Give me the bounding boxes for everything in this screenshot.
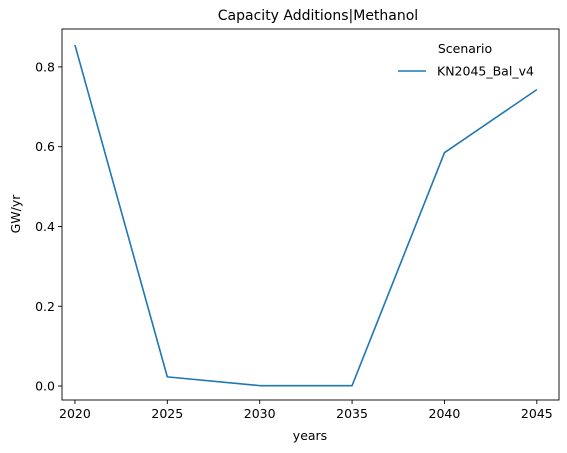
y-axis: 0.0 0.2 0.4 0.6 0.8 <box>35 59 62 394</box>
series-line-KN2045_Bal_v4 <box>74 44 538 387</box>
y-tick-label: 0.6 <box>35 139 55 154</box>
y-tick-label: 0.4 <box>35 219 55 234</box>
series-layer <box>74 44 538 387</box>
x-axis-title: years <box>293 428 327 443</box>
x-axis: 2020 2025 2030 2035 2040 2045 <box>59 400 553 421</box>
legend-entry-label: KN2045_Bal_v4 <box>437 64 534 79</box>
x-tick-label: 2035 <box>336 406 368 421</box>
y-tick-label: 0.8 <box>35 59 55 74</box>
plot-frame <box>61 28 560 401</box>
y-axis-title: GW/yr <box>8 194 23 234</box>
x-tick-label: 2025 <box>151 406 183 421</box>
chart-title: Capacity Additions|Methanol <box>218 8 418 24</box>
legend: Scenario KN2045_Bal_v4 <box>398 41 534 79</box>
x-tick-label: 2030 <box>244 406 276 421</box>
plot-area: 2020 2025 2030 2035 2040 2045 0.0 0.2 0.4 0.6 0.8 <box>35 28 560 421</box>
x-tick-label: 2020 <box>59 406 91 421</box>
legend-title: Scenario <box>438 41 492 56</box>
x-tick-label: 2045 <box>521 406 553 421</box>
y-tick-label: 0.0 <box>35 379 55 394</box>
y-tick-label: 0.2 <box>35 299 55 314</box>
x-tick-label: 2040 <box>429 406 461 421</box>
